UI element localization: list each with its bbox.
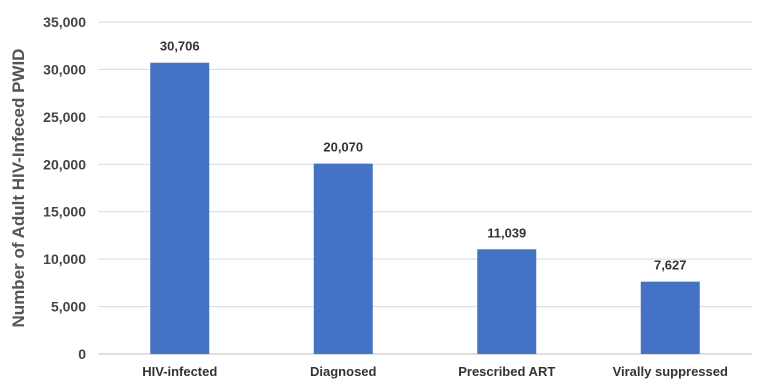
bar (477, 249, 537, 354)
y-axis-ticks: 0 5,000 10,000 15,000 20,000 25,000 30,000 35,0… (43, 14, 86, 362)
bar (640, 281, 700, 354)
bar (150, 62, 210, 354)
data-label: 20,070 (323, 140, 363, 155)
y-tick-label: 0 (78, 346, 86, 362)
y-tick-label: 15,000 (43, 204, 86, 220)
y-tick-label: 35,000 (43, 14, 86, 30)
y-tick-label: 5,000 (51, 299, 86, 315)
y-tick-label: 20,000 (43, 156, 86, 172)
y-tick-label: 25,000 (43, 109, 86, 125)
bar (313, 163, 373, 354)
data-label: 7,627 (654, 258, 687, 273)
data-label: 11,039 (487, 225, 526, 240)
y-tick-label: 30,000 (43, 61, 86, 77)
bars (150, 62, 700, 354)
x-category-label: Virally suppressed (613, 364, 728, 379)
data-labels: 30,706 20,070 11,039 7,627 (160, 39, 687, 273)
y-tick-label: 10,000 (43, 251, 86, 267)
x-category-label: Diagnosed (310, 364, 377, 379)
y-axis-title: Number of Adult HIV-Infeced PWID (9, 49, 28, 328)
x-category-label: Prescribed ART (458, 364, 555, 379)
x-axis-categories: HIV-infected Diagnosed Prescribed ART Viral… (142, 364, 728, 379)
data-label: 30,706 (160, 39, 200, 54)
x-category-label: HIV-infected (142, 364, 217, 379)
